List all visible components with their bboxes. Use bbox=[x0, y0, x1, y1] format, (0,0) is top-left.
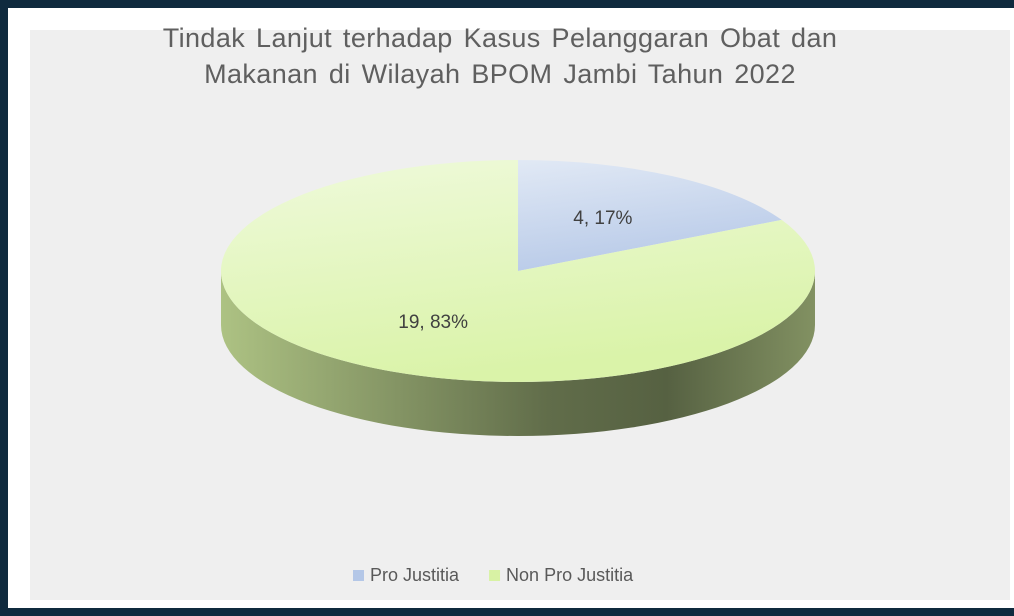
pie-slice bbox=[220, 160, 815, 382]
legend-swatch bbox=[489, 570, 501, 581]
pie-side bbox=[221, 271, 815, 436]
data-label: 4, 17% bbox=[573, 208, 632, 229]
legend: Pro Justitia Non Pro Justitia bbox=[353, 565, 634, 585]
legend-swatch bbox=[353, 570, 364, 581]
legend-label: Non Pro Justitia bbox=[506, 565, 634, 585]
chart-title: Tindak Lanjut terhadap Kasus Pelanggaran… bbox=[162, 23, 838, 89]
legend-label: Pro Justitia bbox=[370, 565, 460, 585]
pie-slice bbox=[518, 160, 782, 271]
data-label: 19, 83% bbox=[398, 312, 468, 333]
